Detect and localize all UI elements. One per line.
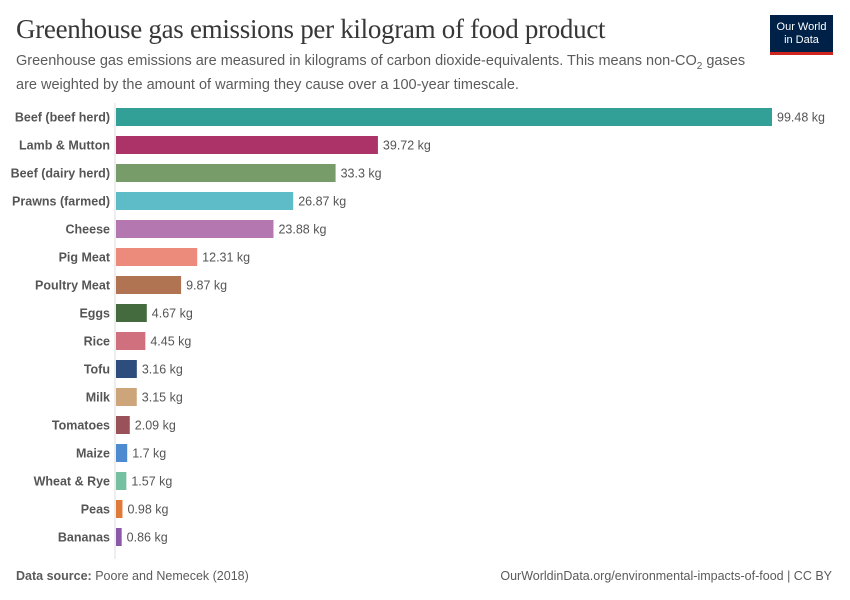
bar[interactable] [116, 276, 182, 294]
category-label: Peas [81, 503, 110, 517]
value-label: 99.48 kg [777, 111, 825, 125]
bar[interactable] [116, 192, 294, 210]
value-label: 23.88 kg [278, 223, 326, 237]
category-label: Lamb & Mutton [19, 139, 110, 153]
value-label: 0.98 kg [127, 503, 168, 517]
bar[interactable] [116, 528, 122, 546]
category-label: Poultry Meat [35, 279, 111, 293]
category-label: Beef (beef herd) [15, 111, 110, 125]
value-label: 12.31 kg [202, 251, 250, 265]
value-label: 1.7 kg [132, 447, 166, 461]
category-label: Prawns (farmed) [12, 195, 110, 209]
bar[interactable] [116, 136, 378, 154]
bar[interactable] [116, 388, 137, 406]
source-text[interactable]: Poore and Nemecek (2018) [95, 569, 249, 583]
category-label: Cheese [66, 223, 111, 237]
value-label: 4.45 kg [150, 335, 191, 349]
owid-logo[interactable]: Our World in Data [770, 15, 833, 55]
value-label: 0.86 kg [127, 531, 168, 545]
category-label: Maize [76, 447, 110, 461]
value-label: 1.57 kg [131, 475, 172, 489]
value-label: 39.72 kg [383, 139, 431, 153]
category-label: Milk [86, 391, 110, 405]
subtitle-text-2: gases are weighted by the amount of warm… [16, 53, 746, 93]
value-label: 3.16 kg [142, 363, 183, 377]
bar[interactable] [116, 416, 130, 434]
value-label: 33.3 kg [341, 167, 382, 181]
category-label: Wheat & Rye [34, 475, 110, 489]
category-label: Beef (dairy herd) [11, 167, 110, 181]
bar[interactable] [116, 332, 146, 350]
subtitle-subscript: 2 [696, 60, 703, 72]
value-label: 4.67 kg [152, 307, 193, 321]
category-label: Pig Meat [59, 251, 111, 265]
bar-chart: Beef (beef herd) 99.48 kg Lamb & Mutton 39.… [11, 103, 825, 559]
value-label: 9.87 kg [186, 279, 227, 293]
logo-line2: in Data [784, 33, 819, 46]
bar[interactable] [116, 248, 198, 266]
value-label: 2.09 kg [135, 419, 176, 433]
bar[interactable] [116, 444, 128, 462]
chart-title: Greenhouse gas emissions per kilogram of… [16, 14, 606, 44]
source-label: Data source: [16, 569, 92, 583]
footer-url[interactable]: OurWorldinData.org/environmental-impacts… [500, 569, 832, 583]
chart-subtitle: Greenhouse gas emissions are measured in… [16, 52, 756, 94]
bar[interactable] [116, 220, 274, 238]
bar[interactable] [116, 304, 147, 322]
subtitle-text: Greenhouse gas emissions are measured in… [16, 53, 697, 69]
logo-line1: Our World [776, 20, 827, 33]
value-label: 3.15 kg [142, 391, 183, 405]
bar[interactable] [116, 500, 123, 518]
category-label: Bananas [58, 531, 110, 545]
category-label: Tomatoes [52, 419, 110, 433]
value-label: 26.87 kg [298, 195, 346, 209]
bar[interactable] [116, 360, 137, 378]
category-label: Eggs [79, 307, 110, 321]
bar[interactable] [116, 472, 127, 490]
data-source: Data source: Poore and Nemecek (2018) [16, 569, 249, 583]
category-label: Tofu [84, 363, 110, 377]
bar[interactable] [116, 164, 336, 182]
category-label: Rice [84, 335, 110, 349]
bar[interactable] [116, 108, 772, 126]
